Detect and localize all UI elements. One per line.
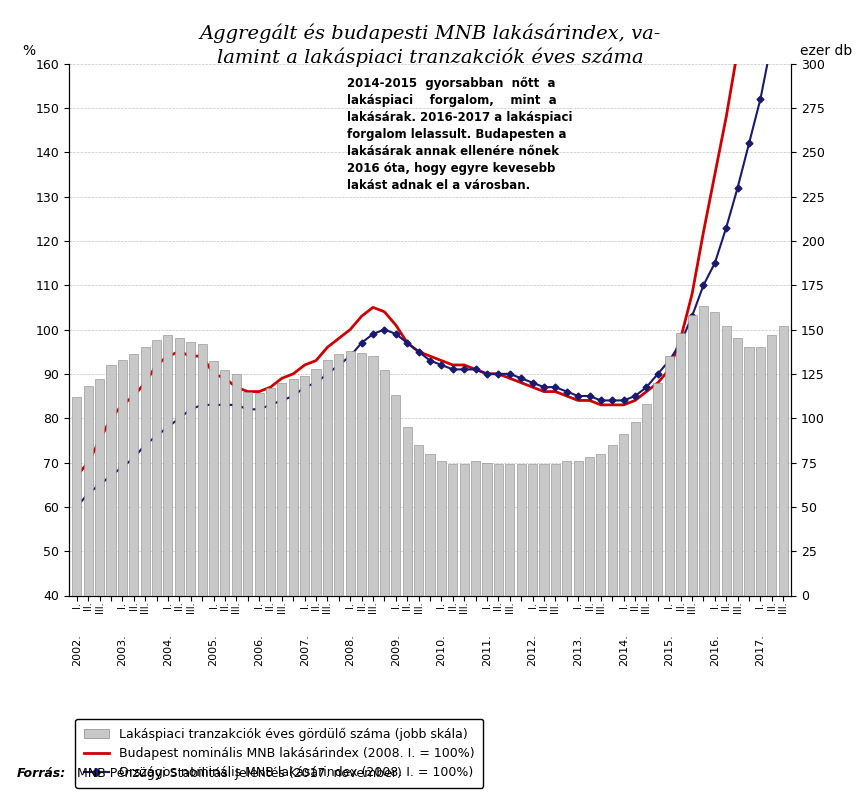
Bar [322, 360, 332, 596]
Bar [266, 388, 275, 596]
Bar [107, 365, 115, 596]
Bar [539, 464, 549, 596]
Bar [448, 464, 458, 596]
Bar [562, 461, 571, 596]
Bar [209, 361, 218, 596]
Text: 2005.: 2005. [208, 634, 218, 666]
Bar [346, 351, 355, 596]
Bar [528, 464, 538, 596]
Bar [83, 386, 93, 596]
Text: 2004.: 2004. [163, 634, 173, 666]
Bar [710, 312, 720, 596]
Bar [550, 464, 560, 596]
Bar [72, 397, 82, 596]
Bar [585, 457, 594, 596]
Bar [676, 333, 685, 596]
Bar [255, 393, 264, 596]
Bar [574, 461, 583, 596]
Bar [402, 427, 412, 596]
Bar [505, 464, 514, 596]
Text: 2015.: 2015. [664, 634, 674, 666]
Bar [767, 335, 777, 596]
Text: Forrás:: Forrás: [17, 767, 66, 780]
Bar [220, 370, 230, 596]
Bar [608, 445, 617, 596]
Text: 2008.: 2008. [345, 634, 355, 666]
Bar [300, 376, 310, 596]
Text: 2017.: 2017. [755, 634, 765, 666]
Bar [630, 422, 640, 596]
Bar [619, 434, 629, 596]
Text: 2003.: 2003. [117, 634, 127, 666]
Bar [198, 344, 206, 596]
Text: 2016.: 2016. [710, 634, 720, 666]
Bar [471, 461, 480, 596]
Bar [494, 464, 503, 596]
Bar [414, 445, 423, 596]
Text: %: % [22, 44, 35, 58]
Bar [335, 354, 343, 596]
Bar [665, 356, 674, 596]
Bar [437, 461, 446, 596]
Text: 2011.: 2011. [482, 634, 492, 666]
Text: 2002.: 2002. [71, 634, 82, 666]
Bar [95, 380, 104, 596]
Bar [243, 391, 252, 596]
Bar [140, 347, 150, 596]
Bar [699, 306, 708, 596]
Bar [152, 340, 161, 596]
Bar [517, 464, 525, 596]
Bar [426, 453, 434, 596]
Bar [391, 395, 401, 596]
Bar [231, 374, 241, 596]
Text: 2014-2015  gyorsabban  nőtt  a
lakáspiaci    forgalom,    mint  a
lakásárak. 201: 2014-2015 gyorsabban nőtt a lakáspiaci f… [347, 77, 573, 192]
Bar [596, 453, 605, 596]
Bar [733, 338, 742, 596]
Bar [357, 353, 366, 596]
Bar [163, 335, 173, 596]
Legend: Lakáspiaci tranzakciók éves gördülő száma (jobb skála), Budapest nominális MNB l: Lakáspiaci tranzakciók éves gördülő szám… [75, 719, 483, 788]
Text: 2009.: 2009. [390, 634, 401, 666]
Bar [778, 326, 788, 596]
Bar [368, 356, 378, 596]
Text: 2013.: 2013. [573, 634, 583, 666]
Text: 2006.: 2006. [254, 634, 264, 666]
Text: ezer db: ezer db [800, 44, 852, 58]
Text: 2010.: 2010. [436, 634, 446, 666]
Bar [289, 380, 298, 596]
Text: 2012.: 2012. [527, 634, 538, 666]
Text: MNB Pénzügyi Stabilitási Jelentés (2017. november): MNB Pénzügyi Stabilitási Jelentés (2017.… [73, 767, 402, 780]
Bar [277, 383, 286, 596]
Bar [722, 326, 731, 596]
Bar [687, 315, 697, 596]
Text: Aggregált és budapesti MNB lakásárindex, va-: Aggregált és budapesti MNB lakásárindex,… [200, 24, 660, 44]
Bar [756, 347, 765, 596]
Bar [175, 338, 184, 596]
Text: 2014.: 2014. [618, 634, 629, 666]
Text: 2007.: 2007. [299, 634, 310, 666]
Bar [642, 404, 651, 596]
Bar [129, 354, 138, 596]
Bar [118, 360, 127, 596]
Bar [459, 464, 469, 596]
Text: lamint a lakáspiaci tranzakciók éves száma: lamint a lakáspiaci tranzakciók éves szá… [217, 48, 643, 67]
Bar [482, 462, 492, 596]
Bar [186, 342, 195, 596]
Bar [745, 347, 753, 596]
Bar [654, 383, 662, 596]
Bar [311, 368, 321, 596]
Bar [380, 370, 389, 596]
